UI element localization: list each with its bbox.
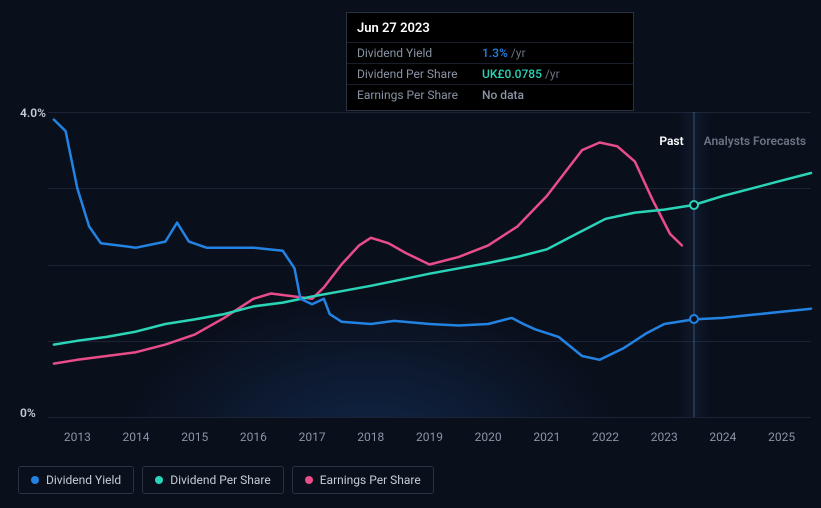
x-tick: 2019 (400, 430, 459, 444)
y-axis-min: 0% (20, 406, 36, 420)
x-tick: 2020 (459, 430, 518, 444)
legend-label: Earnings Per Share (320, 473, 421, 487)
tooltip-row-unit: /yr (545, 67, 560, 81)
tooltip-row-value: UK£0.0785 (482, 67, 542, 81)
legend-dot (31, 476, 39, 484)
tooltip-row: Dividend Per ShareUK£0.0785/yr (347, 63, 633, 84)
series-marker (689, 200, 699, 210)
x-tick: 2024 (694, 430, 753, 444)
x-tick: 2016 (224, 430, 283, 444)
series-earnings-per-share (54, 143, 682, 364)
x-tick: 2025 (752, 430, 811, 444)
legend-label: Dividend Per Share (170, 473, 271, 487)
x-tick: 2022 (576, 430, 635, 444)
x-tick: 2018 (341, 430, 400, 444)
x-tick: 2021 (518, 430, 577, 444)
x-tick: 2014 (107, 430, 166, 444)
tooltip-date: Jun 27 2023 (347, 13, 633, 42)
gridline (48, 417, 811, 418)
x-tick: 2015 (165, 430, 224, 444)
legend-dot (155, 476, 163, 484)
chart-container: Jun 27 2023 Dividend Yield1.3%/yrDividen… (0, 0, 821, 508)
x-axis: 2013201420152016201720182019202020212022… (48, 430, 811, 444)
legend-dot (305, 476, 313, 484)
tooltip-row-unit: /yr (511, 46, 526, 60)
legend-item-dividend-yield[interactable]: Dividend Yield (18, 466, 134, 494)
tooltip-row-label: Dividend Yield (357, 46, 482, 60)
tooltip-row-label: Earnings Per Share (357, 88, 482, 102)
x-tick: 2023 (635, 430, 694, 444)
series-marker (689, 314, 699, 324)
x-tick: 2013 (48, 430, 107, 444)
tooltip-row-value: No data (482, 88, 524, 102)
legend-item-dividend-per-share[interactable]: Dividend Per Share (142, 466, 284, 494)
legend-item-earnings-per-share[interactable]: Earnings Per Share (292, 466, 434, 494)
x-tick: 2017 (283, 430, 342, 444)
legend: Dividend Yield Dividend Per Share Earnings… (18, 466, 434, 494)
tooltip-row-label: Dividend Per Share (357, 67, 482, 81)
tooltip-row: Earnings Per ShareNo data (347, 84, 633, 110)
plot-area: Past Analysts Forecasts (48, 112, 811, 417)
y-axis-max: 4.0% (20, 106, 46, 120)
tooltip-row-value: 1.3% (482, 46, 508, 60)
tooltip-row: Dividend Yield1.3%/yr (347, 42, 633, 63)
legend-label: Dividend Yield (46, 473, 121, 487)
chart-tooltip: Jun 27 2023 Dividend Yield1.3%/yrDividen… (346, 12, 634, 111)
